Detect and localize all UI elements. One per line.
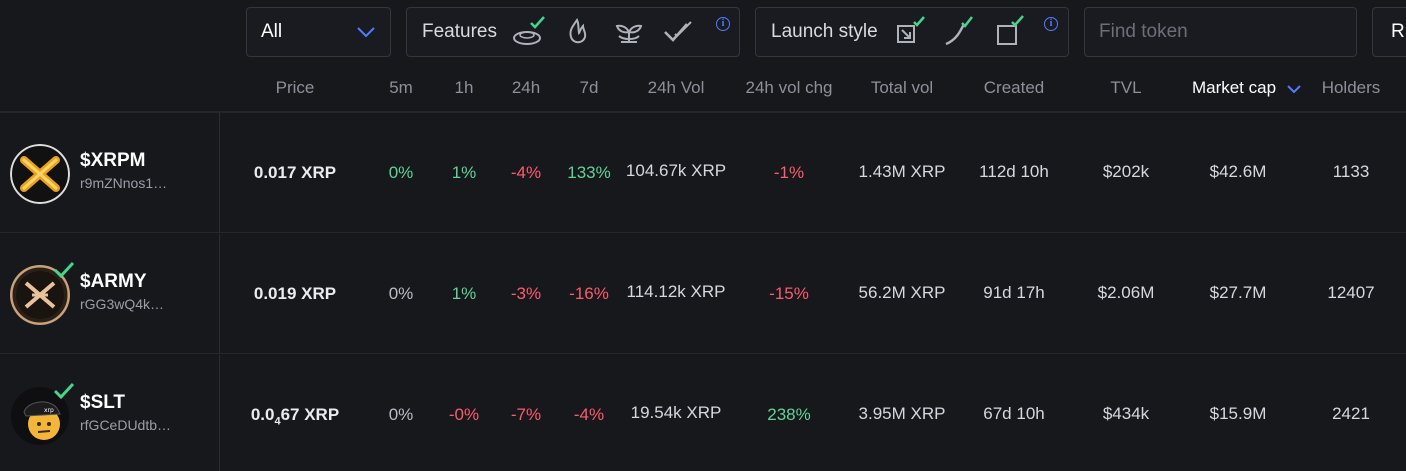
features-info-icon[interactable]: i [716, 17, 730, 31]
vol-24h-cell: 19.54k XRP [630, 403, 722, 422]
right-filter-label: R [1391, 21, 1405, 42]
col-5m[interactable]: 5m [389, 78, 413, 97]
created-cell: 91d 17h [983, 283, 1045, 302]
change-24h-cell: -7% [510, 405, 542, 424]
change-5m-cell: 0% [388, 405, 414, 424]
verified-check-icon [53, 261, 75, 279]
change-1h-cell: -0% [448, 405, 480, 424]
change-24h-cell: -4% [510, 163, 542, 182]
token-symbol[interactable]: $SLT [80, 392, 126, 413]
token-symbol[interactable]: $XRPM [80, 150, 146, 171]
col-total-vol[interactable]: Total vol [870, 78, 934, 97]
total-vol-cell: 1.43M XRP [858, 162, 946, 181]
col-holders[interactable]: Holders [1321, 78, 1381, 97]
market-cap-cell: $27.7M [1209, 283, 1267, 302]
col-24h-vol-chg[interactable]: 24h vol chg [745, 78, 833, 97]
change-7d-cell: 133% [567, 163, 611, 182]
col-24h-vol[interactable]: 24h Vol [647, 78, 705, 97]
col-1h[interactable]: 1h [454, 78, 474, 97]
burn-pool-icon[interactable] [511, 14, 547, 50]
token-symbol[interactable]: $ARMY [80, 271, 147, 292]
token-address[interactable]: r9mZNnos1… [80, 175, 168, 191]
slt-logo-icon: xrp [11, 387, 69, 445]
square-launch-icon[interactable] [992, 14, 1028, 50]
vol-change-cell: -1% [773, 163, 805, 182]
col-created[interactable]: Created [983, 78, 1045, 97]
xrpm-logo-icon [10, 144, 70, 204]
tvl-cell: $2.06M [1097, 283, 1155, 302]
launch-style-filter[interactable]: Launch style i [755, 7, 1069, 57]
col-price[interactable]: Price [275, 78, 315, 97]
token-cell[interactable]: $XRPM r9mZNnos1… [0, 113, 220, 233]
change-5m-cell: 0% [388, 163, 414, 182]
launch-style-label: Launch style [771, 21, 878, 42]
market-cap-cell: $15.9M [1209, 404, 1267, 423]
vol-24h-cell: 104.67k XRP [625, 161, 727, 180]
market-cap-cell: $42.6M [1209, 162, 1267, 181]
find-token-input[interactable] [1099, 21, 1342, 43]
token-cell[interactable]: xrp $SLT rfGCeDUdtb… [0, 355, 220, 471]
tvl-cell: $202k [1102, 162, 1150, 181]
price-zero-count: 4 [274, 415, 281, 428]
tvl-cell: $434k [1102, 404, 1150, 423]
total-vol-cell: 3.95M XRP [858, 404, 946, 423]
holders-cell: 12407 [1327, 283, 1375, 302]
change-7d-cell: -16% [569, 284, 609, 303]
change-1h-cell: 1% [451, 163, 477, 182]
sprout-icon[interactable] [611, 14, 647, 50]
holders-cell: 2421 [1332, 404, 1370, 423]
created-cell: 112d 10h [979, 162, 1049, 181]
price-lead: 0.0 [250, 405, 275, 424]
col-tvl[interactable]: TVL [1110, 78, 1142, 97]
features-label: Features [422, 21, 497, 42]
verified-check-icon [53, 382, 75, 400]
right-filter-button[interactable]: R [1372, 7, 1406, 57]
col-7d[interactable]: 7d [579, 78, 599, 97]
curve-launch-icon[interactable] [942, 14, 978, 50]
table-row[interactable]: $XRPM r9mZNnos1… 0.017 XRP 0% 1% -4% 133… [0, 113, 1406, 233]
created-cell: 67d 10h [983, 404, 1045, 423]
price-tail: 67 XRP [280, 405, 340, 424]
total-vol-cell: 56.2M XRP [858, 283, 946, 302]
find-token-field[interactable] [1084, 7, 1357, 57]
table-header: Price 5m 1h 24h 7d 24h Vol 24h vol chg T… [0, 70, 1406, 110]
price-cell: 0.0467 XRP [251, 405, 339, 427]
filter-bar: All Features i Launch style i [0, 7, 1406, 57]
change-7d-cell: -4% [573, 405, 605, 424]
vol-change-cell: -15% [769, 284, 809, 303]
fixed-launch-icon[interactable] [892, 14, 928, 50]
category-select[interactable]: All [246, 7, 391, 57]
vol-24h-cell: 114.12k XRP [626, 282, 726, 301]
token-address[interactable]: rGG3wQ4k… [80, 296, 165, 312]
change-24h-cell: -3% [510, 284, 542, 303]
chevron-down-icon [357, 27, 375, 38]
change-5m-cell: 0% [388, 284, 414, 303]
col-market-cap[interactable]: Market cap [1191, 78, 1277, 97]
change-1h-cell: 1% [451, 284, 477, 303]
verified-check-icon[interactable] [661, 14, 697, 50]
col-24h[interactable]: 24h [511, 78, 541, 97]
token-address[interactable]: rfGCeDUdtb… [80, 417, 172, 433]
flame-icon[interactable] [561, 14, 597, 50]
price-cell: 0.017 XRP [253, 163, 337, 182]
features-filter[interactable]: Features i [406, 7, 740, 57]
sort-desc-icon[interactable] [1286, 84, 1302, 94]
header-divider [0, 111, 1406, 113]
army-logo-icon [10, 265, 70, 325]
table-row[interactable]: xrp $SLT rfGCeDUdtb… 0.0467 XRP 0% -0% -… [0, 355, 1406, 471]
launch-info-icon[interactable]: i [1044, 17, 1058, 31]
table-row[interactable]: $ARMY rGG3wQ4k… 0.019 XRP 0% 1% -3% -16%… [0, 234, 1406, 354]
holders-cell: 1133 [1332, 162, 1370, 181]
svg-text:xrp: xrp [44, 407, 54, 414]
price-cell: 0.019 XRP [253, 284, 337, 303]
category-select-value: All [261, 21, 283, 42]
token-cell[interactable]: $ARMY rGG3wQ4k… [0, 234, 220, 354]
vol-change-cell: 238% [767, 405, 811, 424]
